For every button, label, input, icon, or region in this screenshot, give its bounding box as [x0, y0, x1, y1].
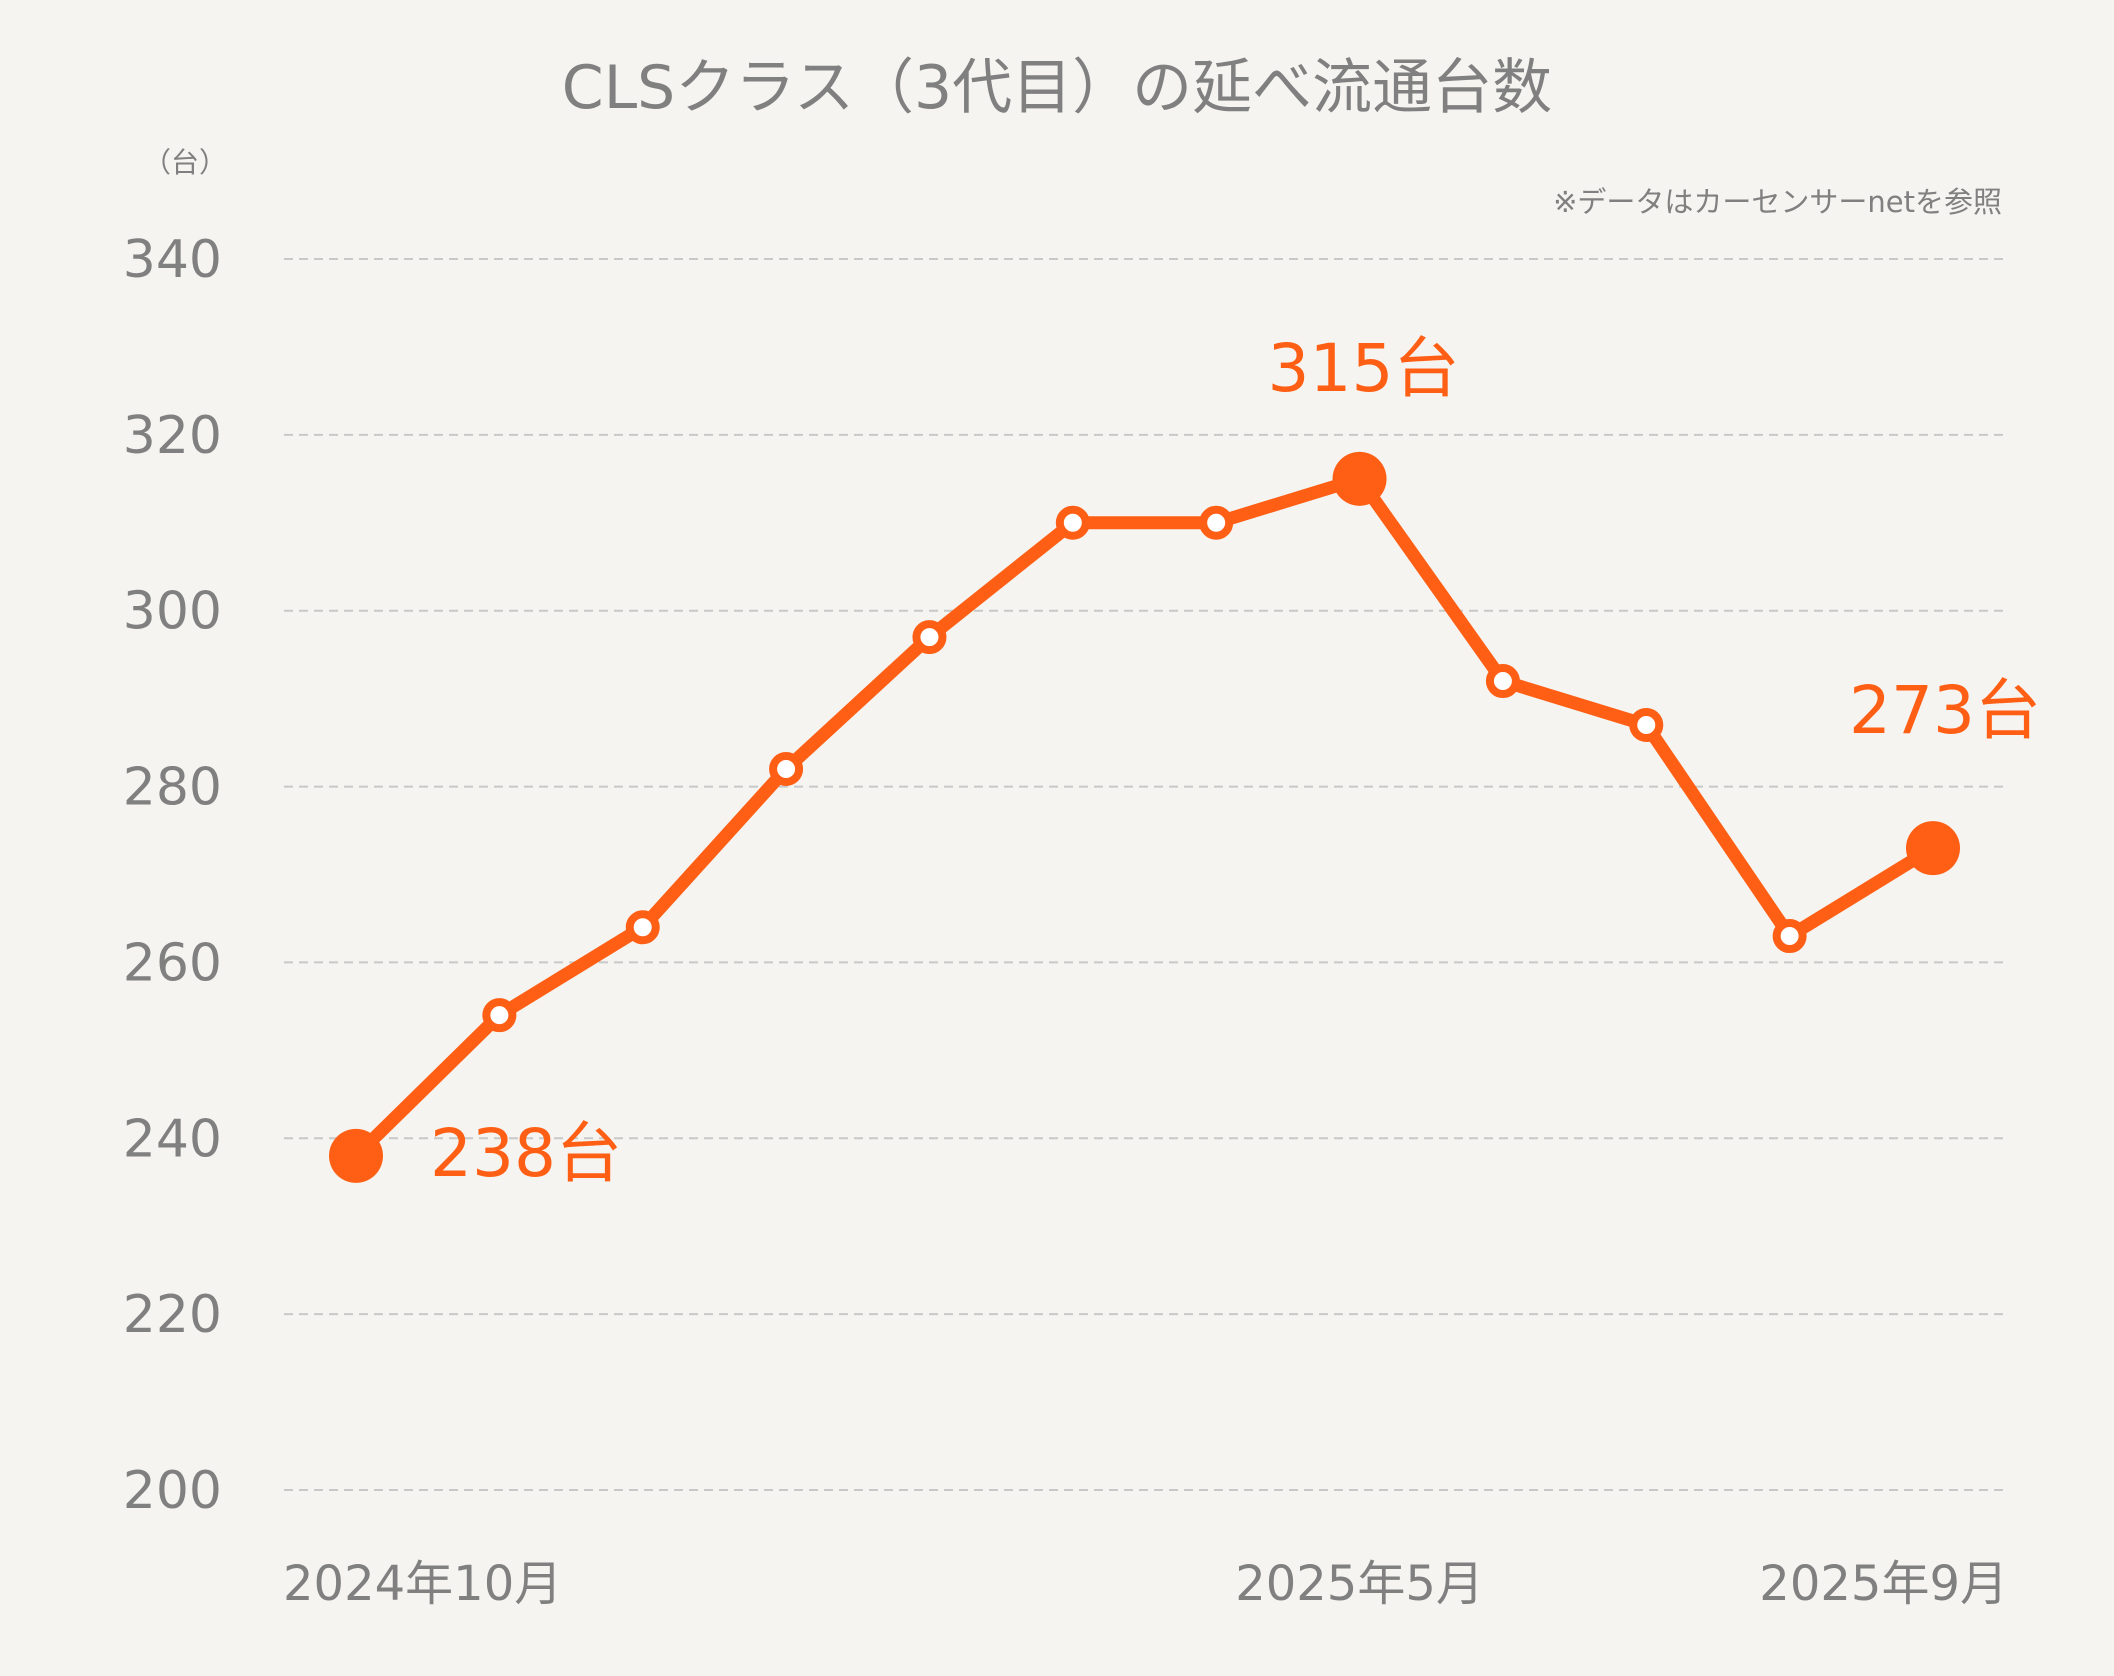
y-tick-label: 300 — [123, 582, 222, 642]
data-point — [1629, 708, 1664, 743]
data-point — [1055, 505, 1090, 540]
y-tick-label: 320 — [123, 406, 222, 466]
chart-title: CLSクラス（3代目）の延べ流通台数 — [562, 53, 1552, 123]
data-point — [1199, 505, 1234, 540]
data-point-highlight — [1906, 821, 1960, 876]
data-point — [625, 910, 660, 945]
y-tick-label: 280 — [123, 758, 222, 818]
x-tick-label: 2024年10月 — [283, 1556, 562, 1612]
data-label: 238台 — [430, 1115, 622, 1192]
y-tick-label: 260 — [123, 933, 222, 993]
y-tick-label: 200 — [123, 1461, 222, 1521]
data-label: 315台 — [1268, 330, 1460, 407]
data-point — [1485, 664, 1520, 699]
data-point-highlight — [329, 1128, 383, 1183]
data-point — [1772, 919, 1807, 954]
y-tick-label: 240 — [123, 1109, 222, 1169]
x-tick-label: 2025年5月 — [1235, 1556, 1484, 1612]
data-point — [769, 751, 804, 786]
source-note: ※データはカーセンサーnetを参照 — [1553, 185, 2002, 219]
x-tick-label: 2025年9月 — [1759, 1556, 2008, 1612]
data-point — [482, 998, 517, 1033]
y-tick-label: 340 — [123, 230, 222, 290]
data-label: 273台 — [1849, 672, 2041, 749]
y-axis-label: （台） — [143, 146, 227, 179]
data-point — [912, 620, 947, 655]
series-line — [349, 472, 1940, 1163]
data-point-highlight — [1332, 451, 1387, 506]
y-tick-label: 220 — [123, 1285, 222, 1345]
